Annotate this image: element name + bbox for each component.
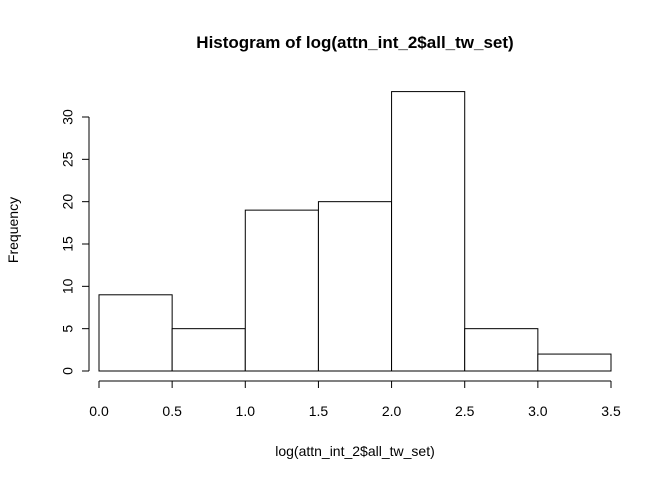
- x-tick-label: 2.5: [455, 403, 475, 419]
- y-axis-label: Frequency: [5, 197, 21, 263]
- y-tick-label: 10: [60, 278, 76, 294]
- x-tick-label: 3.5: [601, 403, 621, 419]
- y-tick-label: 5: [60, 325, 76, 333]
- x-axis-label: log(attn_int_2$all_tw_set): [275, 443, 435, 459]
- bars-group: [98, 91, 612, 372]
- chart-title: Histogram of log(attn_int_2$all_tw_set): [196, 33, 513, 52]
- x-axis: 0.0 0.5 1.0 1.5 2.0 2.5 3.0 3.5: [89, 380, 621, 419]
- y-axis: 0 5 10 15 20 25 30: [60, 109, 90, 375]
- x-tick-label: 3.0: [528, 403, 548, 419]
- histogram-bar-2: [244, 209, 319, 372]
- histogram-bar-1: [171, 328, 246, 372]
- x-tick-label: 1.0: [236, 403, 256, 419]
- histogram-bar-4: [391, 91, 466, 372]
- y-tick-label: 30: [60, 109, 76, 125]
- x-tick-label: 0.5: [162, 403, 182, 419]
- histogram-bar-6: [537, 353, 612, 372]
- histogram-bar-3: [317, 201, 393, 372]
- x-tick-label: 1.5: [309, 403, 329, 419]
- y-tick-label: 15: [60, 236, 76, 252]
- histogram-bar-5: [464, 328, 539, 372]
- x-tick-label: 2.0: [382, 403, 402, 419]
- y-tick-label: 0: [60, 367, 76, 375]
- y-tick-label: 25: [60, 151, 76, 167]
- histogram-bar-0: [98, 294, 173, 372]
- x-tick-label: 0.0: [89, 403, 109, 419]
- y-tick-label: 20: [60, 194, 76, 210]
